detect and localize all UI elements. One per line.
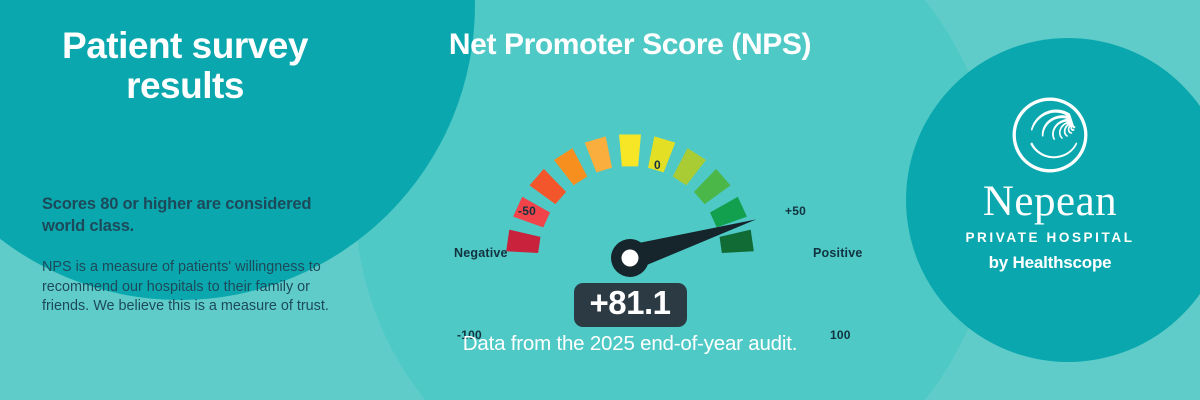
left-panel: Patient survey results Scores 80 or high… xyxy=(0,0,360,400)
gauge-tick-0: 0 xyxy=(654,158,661,172)
gauge-value-badge: +81.1 xyxy=(360,283,900,327)
gauge-segment-1 xyxy=(513,196,551,228)
body-paragraph: NPS is a measure of patients' willingnes… xyxy=(42,259,329,315)
spiral-shell-icon xyxy=(1012,97,1088,173)
center-panel: Net Promoter Score (NPS) 0 -50 +50 -100 … xyxy=(360,0,900,400)
needle-pointer xyxy=(626,219,757,271)
gauge-segment-3 xyxy=(554,148,588,186)
subheadline-text: Scores 80 or higher are considered world… xyxy=(42,195,312,235)
gauge-tick-neg100: -100 xyxy=(457,328,482,342)
gauge-segment-8 xyxy=(693,168,731,205)
logo-subtitle: PRIVATE HOSPITAL xyxy=(965,230,1135,245)
gauge-zone-positive: Positive xyxy=(813,246,863,260)
gauge-segment-7 xyxy=(672,148,706,186)
gauge-zone-negative: Negative xyxy=(454,246,508,260)
gauge-tick-pos50: +50 xyxy=(785,204,806,218)
gauge-needle xyxy=(611,219,757,277)
gauge-segment-9 xyxy=(709,196,747,228)
gauge-segment-0 xyxy=(506,229,541,254)
gauge-segment-4 xyxy=(584,136,612,173)
needle-hub-hole xyxy=(621,249,639,267)
chart-title: Net Promoter Score (NPS) xyxy=(448,28,812,61)
gauge-segment-group xyxy=(506,134,754,254)
logo-byline: by Healthscope xyxy=(988,253,1112,272)
background-circle-right xyxy=(906,38,1200,362)
gauge-value-text: +81.1 xyxy=(573,283,687,327)
gauge-segment-2 xyxy=(529,168,567,205)
gauge-svg xyxy=(506,134,757,277)
logo-wordmark: Nepean xyxy=(982,178,1118,225)
gauge-segment-10 xyxy=(719,229,754,254)
page-title: Patient survey results xyxy=(62,25,308,106)
gauge-segment-5 xyxy=(619,134,641,167)
brand-logo: Nepean PRIVATE HOSPITAL by Healthscope xyxy=(900,96,1200,273)
nps-gauge: 0 -50 +50 -100 100 Negative Positive xyxy=(400,78,863,342)
chart-caption: Data from the 2025 end-of-year audit. xyxy=(462,332,798,355)
gauge-tick-pos100: 100 xyxy=(830,328,851,342)
right-panel: Nepean PRIVATE HOSPITAL by Healthscope xyxy=(900,0,1200,400)
gauge-tick-neg50: -50 xyxy=(518,204,536,218)
gauge-segment-6 xyxy=(648,136,676,173)
